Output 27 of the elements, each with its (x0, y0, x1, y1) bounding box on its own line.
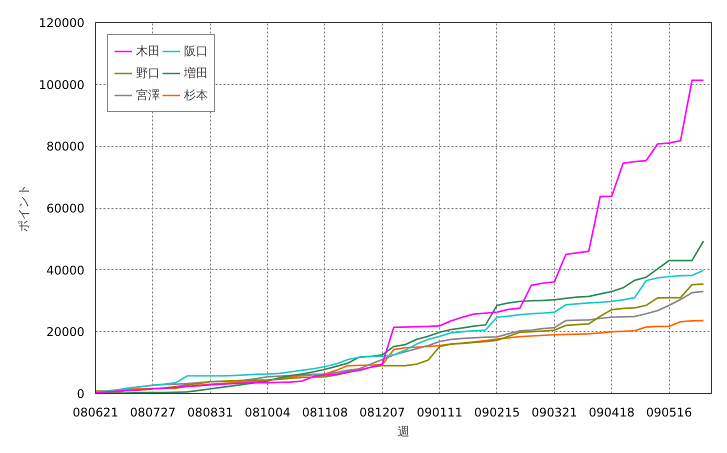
y-tick-label: 40000 (46, 263, 85, 278)
x-tick-label: 081207 (359, 406, 406, 420)
x-axis-title: 週 (398, 424, 410, 438)
y-tick-label: 60000 (46, 202, 85, 216)
y-tick-label: 80000 (46, 140, 85, 154)
legend-label: 阪口 (184, 42, 208, 60)
x-tick-label: 090516 (646, 406, 692, 420)
x-tick-label: 090418 (588, 406, 635, 420)
y-tick-label: 0 (76, 387, 85, 401)
x-tick-label: 090215 (474, 406, 520, 420)
x-tick-label: 080621 (72, 406, 118, 420)
legend-label: 野口 (136, 64, 160, 82)
x-tick-label: 080727 (130, 406, 176, 420)
y-tick-label: 20000 (46, 325, 85, 340)
y-tick-label: 100000 (38, 78, 85, 92)
line-series (96, 80, 704, 394)
x-tick-label: 080831 (187, 406, 234, 420)
legend-label: 杉本 (184, 86, 208, 104)
x-tick-label: 090111 (416, 406, 463, 420)
x-tick-label: 081108 (302, 406, 348, 420)
x-tick-label: 090321 (531, 406, 578, 420)
y-axis-title: ポイント (16, 184, 31, 232)
legend-label: 増田 (184, 64, 208, 82)
legend-label: 木田 (136, 42, 160, 60)
legend-label: 宮澤 (136, 86, 160, 104)
x-tick-label: 081004 (244, 406, 290, 420)
y-tick-label: 120000 (38, 16, 85, 30)
